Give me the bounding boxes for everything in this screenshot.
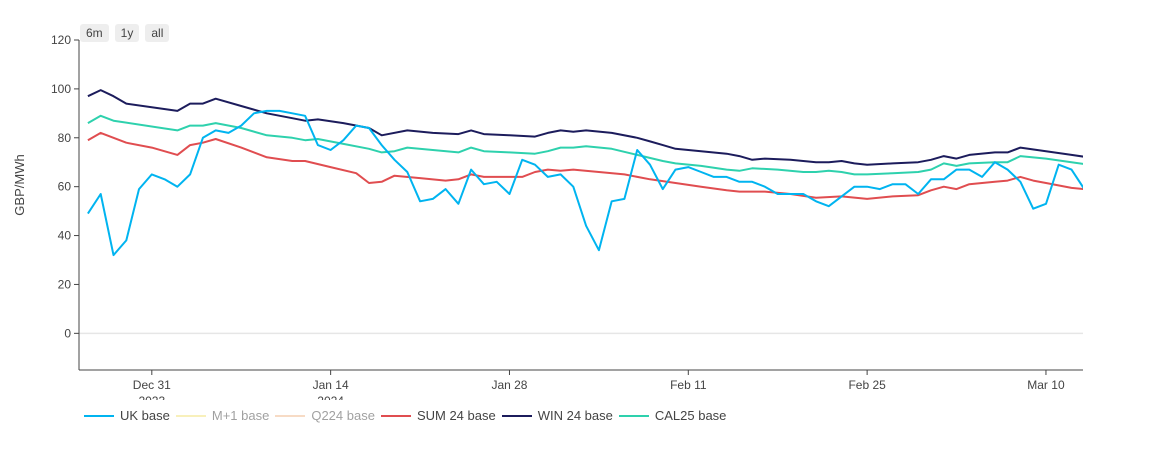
x-tick-label: Jan 28 [491,378,527,392]
y-tick-label: 80 [58,131,72,145]
legend-label: M+1 base [211,408,270,423]
legend-swatch [501,414,532,417]
x-tick-label: Feb 25 [848,378,886,392]
legend-item-m-1-base[interactable]: M+1 base [175,408,270,423]
y-tick-label: 60 [58,180,72,194]
y-tick-label: 20 [58,277,72,291]
x-tick-label: Feb 11 [670,378,707,392]
series-lines [87,89,1110,257]
x-tick-year-label: 2024 [317,394,344,400]
legend-swatch [618,414,649,417]
legend: UK base M+1 base Q224 base SUM 24 base WIN 2… [84,408,732,423]
series-line-win-24-base[interactable] [87,89,1110,166]
legend-item-cal25-base[interactable]: CAL25 base [618,408,727,423]
y-tick-label: 120 [51,33,71,47]
range-selector: 6m 1y all [80,24,170,42]
legend-label: Q224 base [311,408,375,423]
x-tick-label: Mar 10 [1027,378,1065,392]
series-line-uk-base[interactable] [87,109,1084,257]
line-chart[interactable]: 0 20 40 60 80 100 120 Dec 31 2023 Jan 14 2024 Jan 2… [0,0,1163,400]
series-line-sum-24-base[interactable] [87,131,1097,200]
x-tick-label: Jan 14 [313,378,349,392]
legend-swatch [275,414,306,417]
y-tick-label: 40 [58,229,72,243]
series-line-cal25-base[interactable] [87,114,1110,176]
range-button-all[interactable]: all [145,24,170,42]
legend-item-win-24-base[interactable]: WIN 24 base [501,408,613,423]
x-tick-year-label: 2023 [138,394,165,400]
legend-label: WIN 24 base [537,408,613,423]
range-button-6m[interactable]: 6m [80,24,109,42]
legend-swatch [175,414,206,417]
y-tick-label: 0 [64,326,71,340]
range-button-1y[interactable]: 1y [114,24,140,42]
legend-item-q224-base[interactable]: Q224 base [275,408,375,423]
legend-label: UK base [120,408,170,423]
legend-swatch [380,414,411,417]
legend-item-sum-24-base[interactable]: SUM 24 base [380,408,496,423]
x-tick-label: Dec 31 [133,378,171,392]
y-tick-label: 100 [51,82,71,96]
legend-label: SUM 24 base [416,408,496,423]
legend-label: CAL25 base [654,408,727,423]
axes: 0 20 40 60 80 100 120 Dec 31 2023 Jan 14 2024 Jan 2… [51,33,1083,400]
legend-swatch [84,414,114,417]
legend-item-uk-base[interactable]: UK base [84,408,170,423]
y-axis-title: GBP/MWh [12,154,27,215]
